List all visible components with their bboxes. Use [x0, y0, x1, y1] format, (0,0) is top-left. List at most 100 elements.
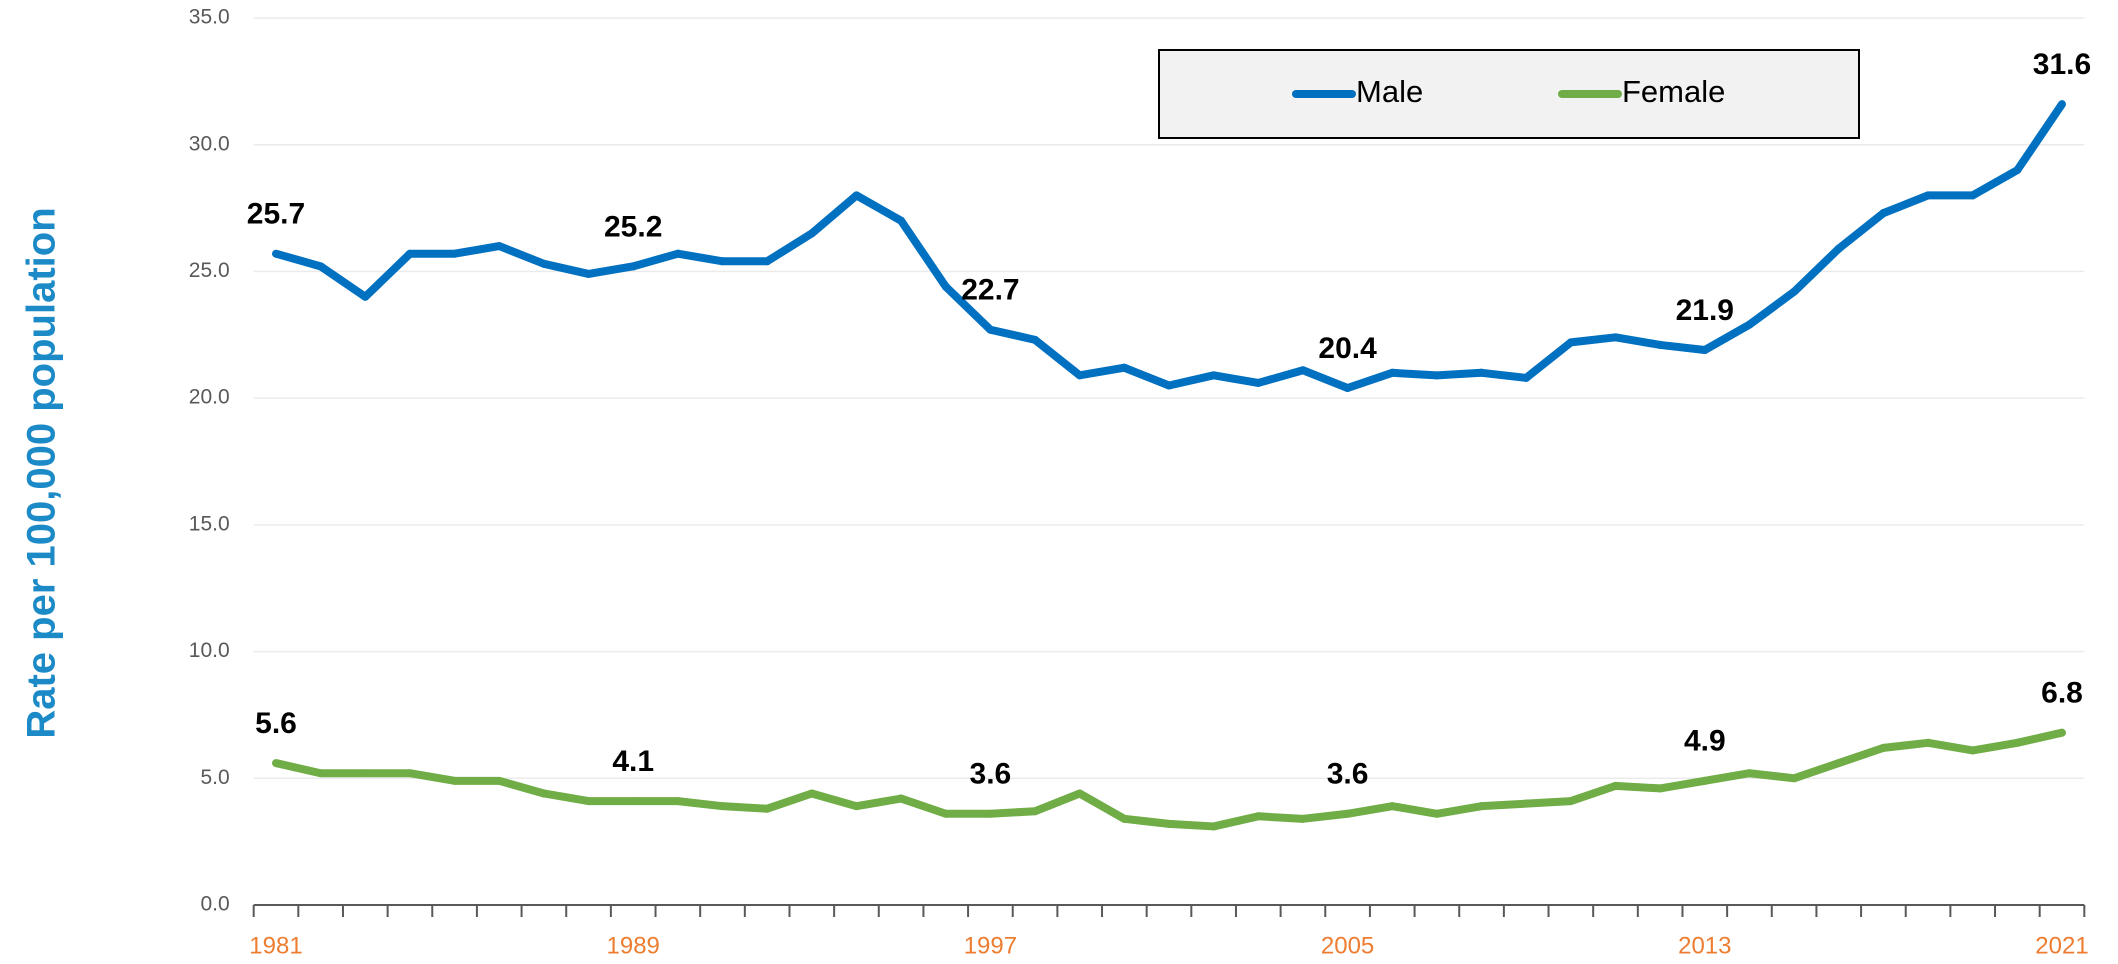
point: [1924, 738, 1933, 747]
point: [763, 804, 772, 813]
point: [1611, 333, 1620, 342]
legend-label: Female: [1622, 74, 1725, 109]
point: [1388, 802, 1397, 811]
point: [807, 229, 816, 238]
point: [1075, 371, 1084, 380]
point: [584, 797, 593, 806]
legend-box: [1158, 49, 1860, 139]
data-label: 25.2: [604, 210, 662, 243]
point: [1343, 809, 1352, 818]
point: [1031, 335, 1040, 344]
point: [539, 259, 548, 268]
data-label: 4.1: [612, 745, 654, 778]
point: [807, 789, 816, 798]
point: [1611, 781, 1620, 790]
point: [1120, 363, 1129, 372]
data-label: 25.7: [247, 198, 305, 231]
point: [897, 216, 906, 225]
point: [272, 759, 280, 768]
point: [1477, 802, 1486, 811]
point: [1432, 809, 1441, 818]
point: [1298, 366, 1307, 375]
point: [718, 257, 727, 266]
point: [1254, 812, 1263, 821]
point: [1343, 384, 1352, 393]
point: [1968, 746, 1977, 755]
point: [450, 776, 459, 785]
point: [2013, 738, 2022, 747]
point: [941, 282, 950, 291]
point: [673, 249, 682, 258]
data-label: 6.8: [2041, 677, 2083, 710]
point: [1477, 368, 1486, 377]
point: [1656, 340, 1665, 349]
point: [495, 242, 504, 251]
point: [450, 249, 459, 258]
data-label: 3.6: [1327, 758, 1369, 791]
point: [1209, 371, 1218, 380]
point: [897, 794, 906, 803]
point: [1700, 776, 1709, 785]
point: [405, 769, 414, 778]
point: [1120, 814, 1129, 823]
point: [316, 769, 325, 778]
point: [1209, 822, 1218, 831]
point: [1031, 807, 1040, 816]
point: [1924, 191, 1933, 200]
y-tick-label: 0.0: [200, 893, 229, 916]
point: [629, 797, 638, 806]
point: [986, 325, 995, 334]
point: [1566, 338, 1575, 347]
point: [718, 802, 727, 811]
point: [361, 769, 370, 778]
data-label: 21.9: [1676, 294, 1734, 327]
legend-label: Male: [1356, 74, 1423, 109]
point: [405, 249, 414, 258]
x-tick-label: 2005: [1321, 932, 1374, 959]
point: [1834, 759, 1843, 768]
point: [986, 809, 995, 818]
data-label: 22.7: [961, 274, 1019, 307]
x-tick-label: 1997: [964, 932, 1017, 959]
point: [1700, 345, 1709, 354]
point: [1298, 814, 1307, 823]
point: [2013, 166, 2022, 175]
data-label: 31.6: [2033, 48, 2091, 81]
point: [361, 292, 370, 301]
data-label: 20.4: [1318, 332, 1377, 365]
point: [1834, 244, 1843, 253]
data-label: 4.9: [1684, 725, 1726, 758]
point: [495, 776, 504, 785]
y-tick-label: 30.0: [189, 132, 230, 155]
point: [629, 262, 638, 271]
x-tick-label: 2013: [1678, 932, 1731, 959]
x-tick-label: 1981: [249, 932, 302, 959]
point: [1745, 320, 1754, 329]
point: [763, 257, 772, 266]
point: [1790, 774, 1799, 783]
point: [2058, 728, 2066, 737]
point: [1745, 769, 1754, 778]
y-axis-label: Rate per 100,000 population: [20, 207, 64, 738]
point: [1254, 378, 1263, 387]
point: [1075, 789, 1084, 798]
point: [584, 269, 593, 278]
point: [1522, 799, 1531, 808]
point: [2058, 100, 2066, 109]
point: [941, 809, 950, 818]
y-tick-label: 20.0: [189, 386, 230, 409]
data-label: 3.6: [970, 758, 1012, 791]
point: [1522, 373, 1531, 382]
point: [539, 789, 548, 798]
point: [1165, 819, 1173, 828]
point: [1566, 797, 1575, 806]
y-tick-label: 10.0: [189, 639, 230, 662]
point: [1656, 784, 1665, 793]
point: [1165, 381, 1173, 390]
point: [1879, 209, 1888, 218]
y-tick-label: 15.0: [189, 512, 230, 535]
point: [673, 797, 682, 806]
point: [1968, 191, 1977, 200]
y-tick-label: 35.0: [189, 6, 230, 29]
